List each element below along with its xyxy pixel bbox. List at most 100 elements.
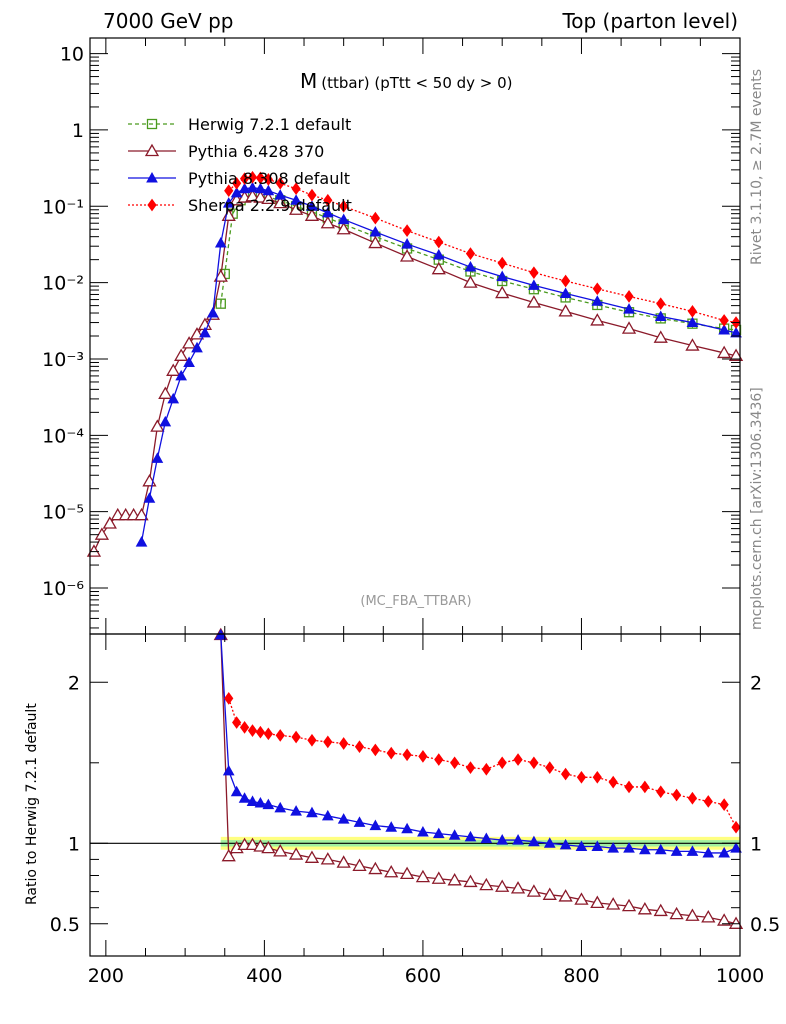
- data-point: [654, 843, 667, 855]
- data-point: [245, 837, 260, 851]
- data-point: [385, 821, 398, 832]
- data-point: [232, 176, 242, 190]
- data-point: [671, 788, 682, 802]
- data-point: [102, 516, 117, 529]
- data-point: [254, 182, 267, 194]
- data-point: [288, 847, 304, 860]
- data-point: [728, 348, 744, 361]
- data-point: [496, 270, 509, 282]
- data-point: [558, 889, 573, 902]
- data-point: [529, 756, 539, 770]
- data-point: [496, 834, 509, 845]
- data-point: [591, 840, 604, 852]
- data-point: [574, 892, 589, 905]
- main-series-sherpa-2-2-9-default: [224, 170, 741, 329]
- main-series-pythia-8-308-default: [135, 181, 742, 547]
- data-point: [230, 186, 243, 198]
- data-point: [273, 195, 288, 209]
- data-point: [718, 323, 730, 335]
- data-point: [158, 386, 173, 399]
- data-point: [166, 363, 181, 376]
- data-point: [135, 536, 148, 547]
- data-point: [495, 879, 510, 892]
- ratio-y-tick-label: 2: [68, 672, 80, 694]
- data-point: [224, 184, 234, 198]
- data-point: [239, 721, 250, 734]
- data-point: [254, 797, 267, 808]
- data-point: [94, 527, 110, 540]
- x-tick-label: 800: [563, 965, 599, 987]
- data-point: [261, 840, 276, 854]
- x-tick-label: 600: [405, 965, 441, 987]
- data-point: [465, 247, 476, 260]
- y-tick-label: 10⁻³: [42, 349, 84, 371]
- data-point: [336, 221, 351, 235]
- ratio-line-pythia-6-428-370: [220, 634, 737, 925]
- data-point: [262, 798, 275, 810]
- data-point: [214, 237, 227, 248]
- data-point: [463, 874, 478, 888]
- header-right: Top (parton level): [561, 9, 738, 33]
- data-point: [728, 916, 744, 929]
- data-point: [307, 733, 317, 747]
- data-point: [291, 730, 301, 744]
- data-point: [230, 785, 243, 797]
- data-point: [213, 269, 228, 282]
- data-point: [183, 356, 195, 367]
- data-point: [637, 901, 652, 915]
- ratio-series-pythia-8-308-default: [214, 628, 742, 858]
- y-tick-label: 10⁻⁶: [42, 578, 84, 600]
- data-point: [621, 321, 637, 334]
- data-point: [639, 843, 651, 855]
- data-point: [323, 193, 333, 207]
- data-point: [730, 842, 742, 853]
- main-line-herwig-7-2-1-default: [220, 194, 737, 331]
- data-point: [497, 256, 507, 270]
- data-point: [464, 261, 477, 272]
- data-point: [656, 297, 666, 311]
- main-panel-series: [86, 170, 744, 557]
- data-point: [513, 753, 523, 766]
- data-point: [143, 492, 156, 503]
- data-point: [290, 805, 302, 816]
- data-point: [560, 274, 571, 288]
- data-point: [656, 785, 666, 799]
- legend-marker: [144, 143, 160, 157]
- data-point: [401, 822, 413, 834]
- data-point: [304, 208, 320, 221]
- data-point: [245, 189, 260, 202]
- data-point: [686, 845, 699, 856]
- data-point: [653, 903, 668, 917]
- data-point: [481, 762, 491, 776]
- data-point: [263, 727, 273, 741]
- data-point: [339, 199, 349, 213]
- data-point: [262, 184, 275, 196]
- data-point: [576, 770, 587, 784]
- data-point: [606, 897, 621, 910]
- ratio-y-tick-label: 0.5: [50, 914, 80, 936]
- data-point: [275, 729, 285, 742]
- data-point: [246, 181, 259, 193]
- data-point: [167, 392, 180, 404]
- data-point: [384, 864, 399, 878]
- data-point: [669, 906, 684, 920]
- data-point: [199, 326, 211, 338]
- legend: Herwig 7.2.1 default Pythia 6.428 370 Pyth…: [128, 115, 352, 215]
- data-point: [685, 908, 700, 921]
- data-point: [222, 197, 235, 208]
- data-point: [526, 884, 542, 897]
- y-tick-label: 10⁻⁵: [42, 502, 84, 524]
- data-point: [337, 813, 350, 824]
- data-point: [175, 369, 188, 381]
- data-point: [653, 330, 668, 343]
- data-point: [369, 226, 382, 237]
- data-point: [174, 348, 189, 361]
- data-point: [399, 866, 415, 880]
- data-point: [320, 215, 335, 229]
- legend-entry-herwig-7-2-1-default: Herwig 7.2.1 default: [128, 115, 351, 134]
- data-point: [215, 298, 226, 309]
- data-point: [431, 261, 446, 275]
- data-point: [431, 871, 446, 884]
- legend-label: Herwig 7.2.1 default: [188, 115, 351, 134]
